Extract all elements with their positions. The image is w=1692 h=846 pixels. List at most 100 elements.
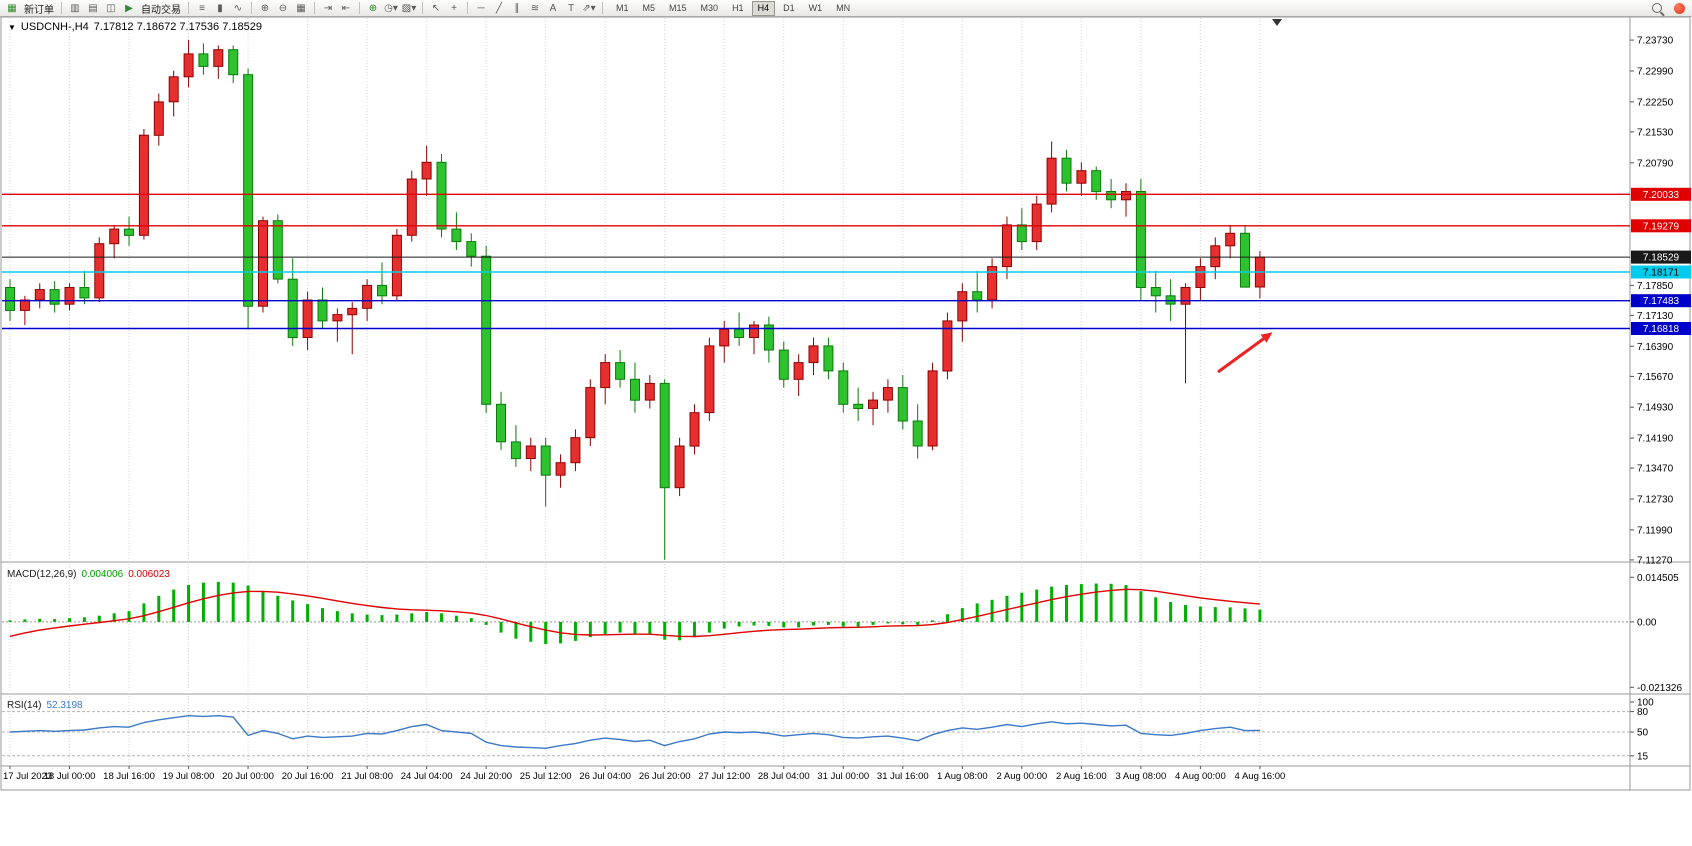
chart-shift-marker[interactable] [1272, 19, 1282, 26]
price-badge-7.16818 [1631, 322, 1691, 335]
trendline-icon[interactable]: ╱ [495, 2, 503, 14]
candle-body [853, 403, 864, 409]
time-axis-label: 31 Jul 16:00 [877, 771, 929, 782]
toolbar-separator [61, 2, 62, 14]
text-label-icon[interactable]: T [567, 2, 575, 14]
auto-trading-label[interactable]: 自动交易 [141, 4, 181, 16]
cursor-icon[interactable]: ↖ [431, 2, 441, 14]
candle-body [302, 299, 313, 338]
add-indicator-icon[interactable]: ⊕ [368, 2, 378, 14]
arrow-annotation-head[interactable] [1260, 332, 1273, 343]
periods-icon[interactable]: ◷▾ [384, 2, 398, 14]
toolbar-separator [359, 2, 360, 14]
price-axis-label: 7.15670 [1637, 372, 1674, 383]
candle-body [258, 220, 268, 307]
candle-body [615, 362, 626, 380]
candlestick-chart-icon[interactable]: ▮ [217, 2, 223, 14]
macd-name: MACD(12,26,9) [7, 569, 77, 580]
candle-body [630, 378, 640, 401]
rsi-value: 52.3198 [46, 700, 83, 711]
equidistant-channel-icon[interactable]: ∥ [514, 2, 520, 14]
toolbar-right [1648, 1, 1689, 15]
rsi-line [9, 714, 1260, 750]
timeframe-m30[interactable]: M30 [700, 2, 719, 13]
notification-badge-icon[interactable] [1674, 2, 1685, 14]
timeframe-m15[interactable]: M15 [669, 2, 687, 13]
candle-body [942, 320, 953, 372]
arrow-annotation-line[interactable] [1217, 335, 1267, 374]
fibonacci-icon[interactable]: ≋ [530, 2, 540, 14]
price-axis-label: 7.17850 [1637, 281, 1674, 292]
candle-body [808, 345, 819, 364]
new-order-icon[interactable]: ▦ [7, 2, 17, 14]
timeframe-m5[interactable]: M5 [642, 2, 656, 13]
timeframe-mn[interactable]: MN [836, 2, 851, 13]
candle-body [555, 462, 566, 476]
price-axis-label: 7.22250 [1637, 97, 1674, 108]
candle-body [481, 255, 492, 405]
rsi-axis-label: 80 [1637, 707, 1649, 718]
price-axis-label: 7.22990 [1637, 66, 1674, 77]
time-scale[interactable] [2, 766, 1630, 790]
crosshair-icon[interactable]: + [451, 2, 457, 14]
toolbar-separator [314, 2, 315, 14]
candle-body [674, 445, 685, 489]
price-badge-7.18171 [1631, 265, 1691, 279]
candle-body [659, 382, 670, 489]
market-watch-icon[interactable]: ▥ [70, 2, 80, 14]
symbol-dropdown-icon[interactable]: ▼ [8, 22, 16, 32]
candle-body [793, 362, 804, 380]
text-icon[interactable]: A [549, 2, 557, 14]
navigator-icon[interactable]: ◫ [106, 2, 116, 14]
candle-body [64, 287, 75, 305]
candle-body [1031, 203, 1042, 243]
candle-body [421, 161, 432, 180]
auto-trading-icon[interactable]: ▶ [125, 2, 133, 14]
auto-scroll-icon[interactable]: ⇥ [323, 2, 333, 14]
search-icon[interactable] [1649, 1, 1665, 15]
data-window-icon[interactable]: ▤ [88, 2, 98, 14]
price-scale[interactable] [1630, 18, 1692, 766]
timeframe-h1[interactable]: H1 [732, 2, 744, 13]
time-axis-label: 27 Jul 12:00 [698, 771, 750, 782]
candle-body [912, 420, 923, 447]
time-axis-label: 24 Jul 04:00 [401, 771, 453, 782]
toolbar-separator [422, 2, 423, 14]
candle-body [585, 387, 596, 439]
candle-body [972, 291, 983, 301]
templates-icon[interactable]: ▧▾ [401, 2, 417, 14]
candle-body [1210, 245, 1221, 268]
arrows-tool-icon[interactable]: ⇗▾ [582, 2, 596, 14]
time-axis-label: 26 Jul 04:00 [579, 771, 631, 782]
bar-chart-icon[interactable]: ≡ [199, 2, 205, 14]
time-axis-label: 3 Aug 08:00 [1116, 771, 1167, 782]
rsi-axis-label: 50 [1637, 728, 1649, 739]
price-axis-label: 7.13470 [1637, 464, 1674, 475]
candle-body [466, 241, 477, 257]
timeframe-w1[interactable]: W1 [808, 2, 823, 13]
candle-body [763, 324, 774, 351]
new-order-label[interactable]: 新订单 [24, 4, 54, 16]
rsi-axis-label: 15 [1637, 751, 1649, 762]
price-axis-label: 7.16390 [1637, 342, 1674, 353]
tile-windows-icon[interactable]: ▦ [296, 2, 306, 14]
zoom-out-icon[interactable]: ⊖ [278, 2, 288, 14]
candle-body [94, 243, 105, 299]
time-axis-label: 21 Jul 08:00 [341, 771, 393, 782]
price-badge-text: 7.16818 [1643, 324, 1680, 335]
horizontal-line-icon[interactable]: ─ [477, 2, 485, 14]
price-badge-7.19279 [1631, 219, 1691, 233]
zoom-in-icon[interactable]: ⊕ [260, 2, 270, 14]
time-axis-label: 26 Jul 20:00 [639, 771, 691, 782]
time-axis-label: 20 Jul 00:00 [222, 771, 274, 782]
candle-body [823, 345, 834, 372]
line-chart-icon[interactable]: ∿ [233, 2, 243, 14]
timeframe-m1[interactable]: M1 [616, 2, 629, 13]
chart-shift-icon[interactable]: ⇤ [341, 2, 351, 14]
timeframe-h4[interactable]: H4 [751, 0, 776, 16]
timeframe-d1[interactable]: D1 [783, 2, 795, 13]
candle-body [1135, 191, 1146, 288]
price-axis-label: 7.21530 [1637, 127, 1674, 138]
candle-body [332, 314, 343, 322]
